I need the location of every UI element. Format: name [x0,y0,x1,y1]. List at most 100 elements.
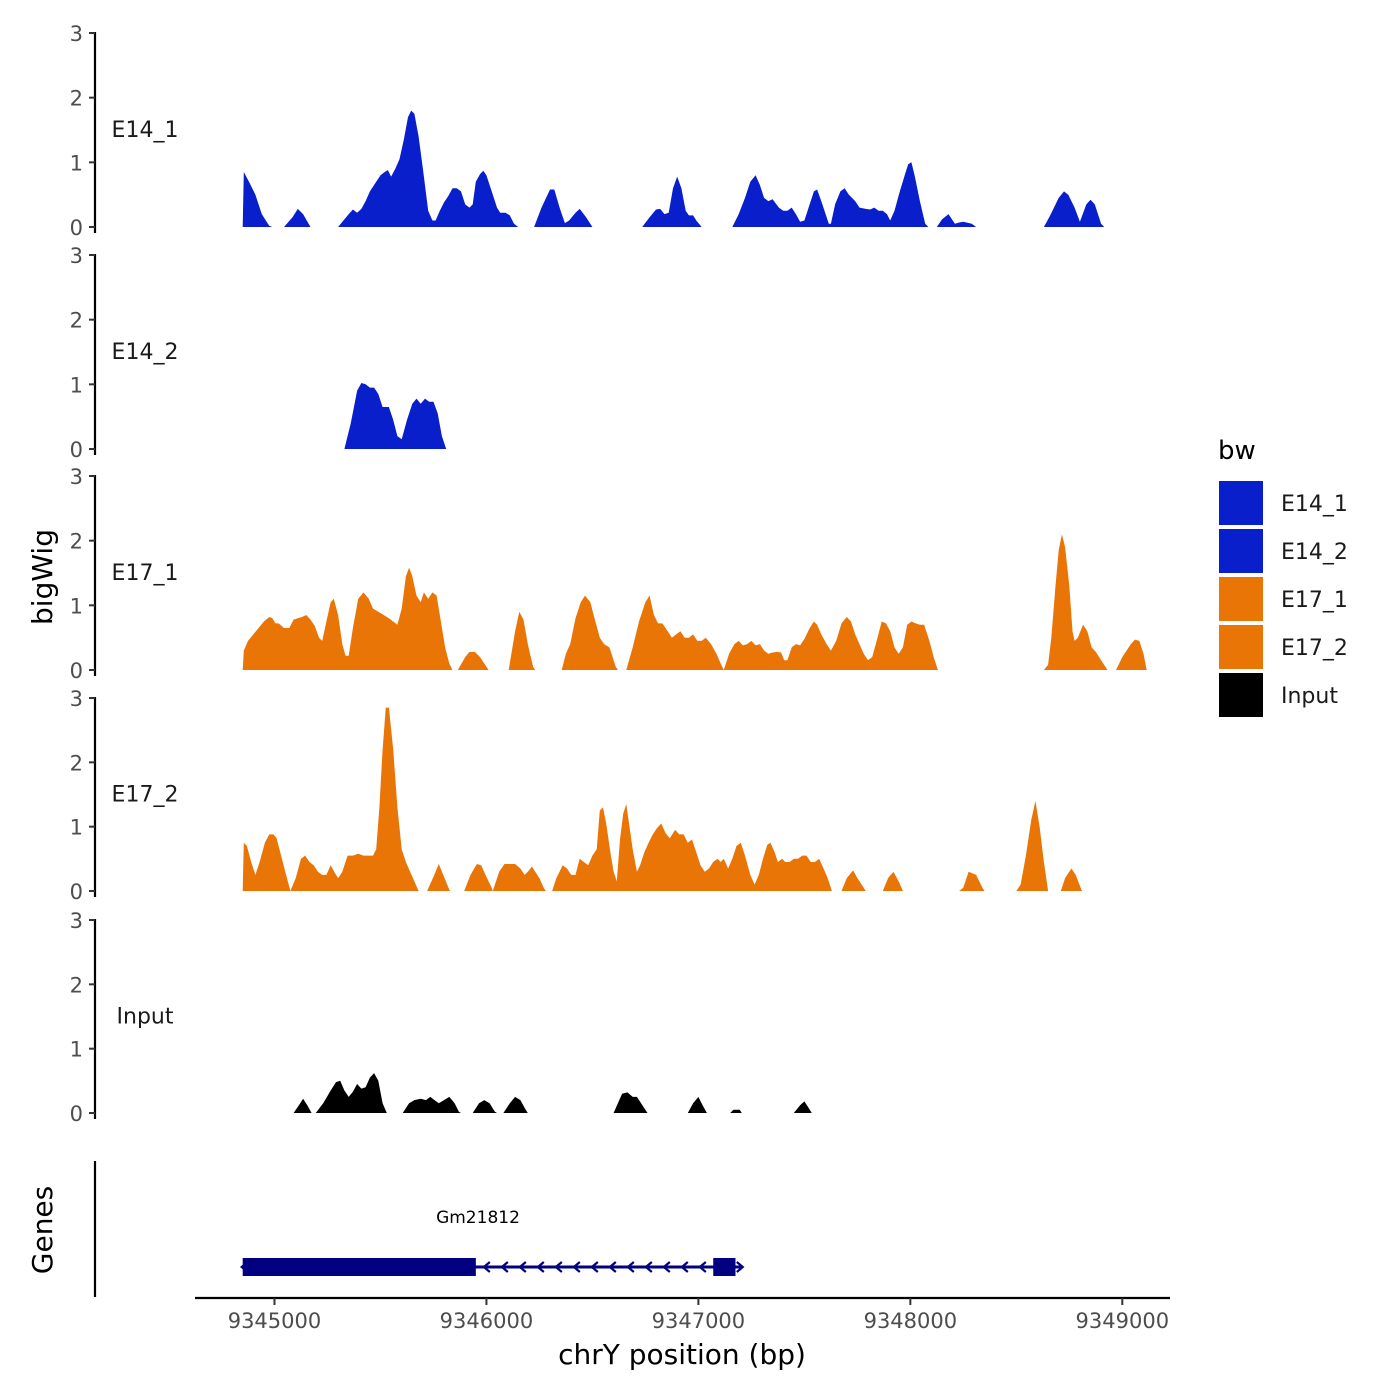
track-e14-2: 0 1 2 3 E14_2 [70,244,447,462]
track-label: E17_2 [112,783,179,808]
coverage-area [723,617,938,670]
coverage-area [1060,868,1082,891]
coverage-area [344,383,447,449]
strand-chevron [572,1261,581,1273]
y-tick-label: 3 [70,465,83,489]
coverage-area [732,162,929,227]
strand-chevron [662,1261,671,1273]
y-tick-label: 2 [70,87,83,111]
coverage-area [793,1101,812,1113]
legend-label: E14_2 [1281,540,1348,565]
strand-chevron [482,1261,491,1273]
coverage-area [626,595,724,670]
y-tick-label: 3 [70,909,83,933]
legend: bw E14_1 E14_2 E17_1 E17_2 Input [1218,436,1348,717]
track-e17-2: 0 1 2 3 E17_2 [70,687,1082,904]
coverage-area [959,871,985,891]
gene-exon [242,1258,476,1276]
track-e14-1: 0 1 2 3 E14_1 [70,22,1105,240]
y-tick-label: 0 [70,659,83,683]
genes-axis-title: Genes [26,1186,59,1274]
coverage-area [315,1073,387,1113]
coverage-area [503,1096,528,1113]
strand-chevron [644,1261,653,1273]
x-tick-label: 9346000 [440,1309,534,1333]
coverage-area [687,1096,707,1113]
coverage-area [290,707,419,891]
coverage-area [402,1096,461,1113]
coverage-area [1116,639,1147,670]
strand-chevron [698,1261,707,1273]
legend-swatch [1219,673,1263,717]
coverage-area [1043,191,1105,227]
gene-track: Gm21812 [93,1161,745,1297]
y-tick-label: 3 [70,244,83,268]
y-tick-label: 1 [70,816,83,840]
y-tick-label: 1 [70,151,83,175]
legend-swatch [1219,529,1263,573]
coverage-area [338,110,519,227]
legend-swatch [1219,625,1263,669]
x-tick-label: 9347000 [652,1309,746,1333]
strand-chevron [500,1261,509,1273]
legend-label: Input [1281,684,1338,709]
y-tick-label: 1 [70,1038,83,1062]
coverage-area [492,864,546,891]
y-tick-label: 0 [70,438,83,462]
x-tick-label: 9345000 [228,1309,322,1333]
coverage-area [882,871,903,891]
track-label: E14_1 [112,118,179,143]
strand-chevron [736,1261,745,1273]
legend-label: E17_2 [1281,636,1348,661]
coverage-area [472,1100,497,1113]
strand-chevron [680,1261,689,1273]
coverage-area [242,567,453,670]
x-axis: 9345000 9346000 9347000 9348000 9349000 [195,1296,1170,1333]
x-tick-label: 9348000 [864,1309,958,1333]
coverage-area [427,864,451,891]
y-tick-label: 1 [70,373,83,397]
strand-chevron [554,1261,563,1273]
x-axis-title: chrY position (bp) [558,1338,806,1371]
y-tick-label: 2 [70,530,83,554]
coverage-area [242,172,273,227]
gene-exon [713,1258,736,1276]
y-tick-label: 3 [70,22,83,46]
strand-chevron [518,1261,527,1273]
legend-title: bw [1218,436,1256,466]
coverage-tracks: 0 1 2 3 E14_1 0 1 2 3 E14_2 0 1 2 3 E17_1 0 1 2 3 E17_2 0 1 2 3… [70,22,1147,1126]
y-tick-label: 0 [70,880,83,904]
legend-swatch [1219,481,1263,525]
legend-label: E17_1 [1281,588,1348,613]
track-input: 0 1 2 3 Input [70,909,812,1126]
track-label: E17_1 [112,561,179,586]
legend-label: E14_1 [1281,492,1348,517]
y-tick-label: 0 [70,1102,83,1126]
coverage-area [508,611,536,670]
coverage-area [464,864,493,891]
strand-chevron [536,1261,545,1273]
coverage-area [242,834,291,891]
strand-chevron [626,1261,635,1273]
y-tick-label: 3 [70,687,83,711]
y-tick-label: 0 [70,216,83,240]
coverage-area [841,870,866,891]
y-tick-label: 2 [70,751,83,775]
gene-name-label: Gm21812 [436,1208,520,1228]
coverage-area [642,176,702,227]
coverage-area [1043,534,1108,670]
y-axis-title: bigWig [26,529,59,625]
coverage-area [293,1098,312,1113]
strand-chevron [590,1261,599,1273]
track-e17-1: 0 1 2 3 E17_1 [70,465,1147,683]
coverage-area [936,214,977,227]
coverage-area [730,1109,742,1113]
coverage-area [534,189,593,227]
track-label: Input [117,1005,174,1030]
y-tick-label: 1 [70,594,83,618]
y-tick-label: 2 [70,309,83,333]
coverage-area [457,651,489,670]
coverage-area [284,208,311,227]
coverage-area [1016,800,1049,891]
